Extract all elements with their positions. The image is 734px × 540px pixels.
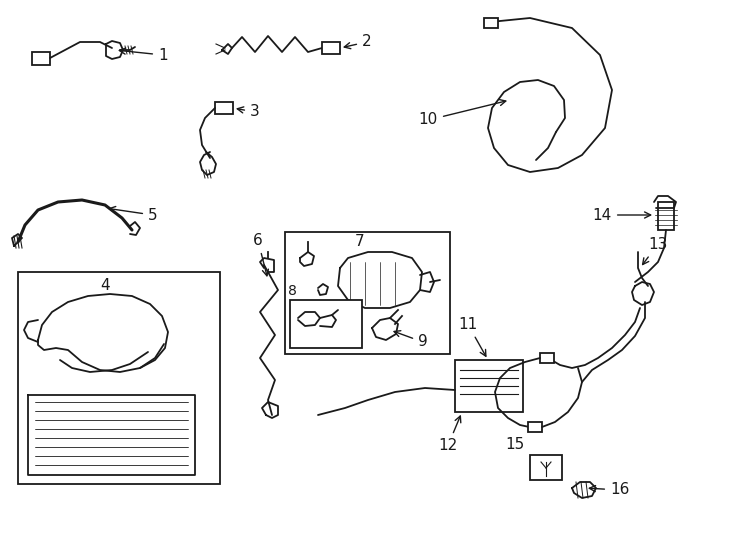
Bar — [215, 102, 233, 114]
Text: 2: 2 — [344, 35, 371, 50]
Bar — [530, 455, 562, 480]
Bar — [658, 202, 674, 230]
Text: 11: 11 — [458, 317, 486, 356]
Text: 3: 3 — [237, 105, 260, 119]
Text: 9: 9 — [394, 330, 428, 349]
Bar — [322, 42, 340, 54]
Bar — [484, 18, 498, 28]
Text: 12: 12 — [438, 416, 461, 453]
Text: 16: 16 — [589, 483, 629, 497]
Text: 14: 14 — [593, 207, 650, 222]
Circle shape — [66, 302, 78, 314]
Bar — [528, 422, 542, 432]
Text: 5: 5 — [109, 206, 158, 222]
Bar — [540, 353, 554, 363]
Text: 6: 6 — [253, 233, 269, 276]
Bar — [18, 272, 220, 484]
Bar — [455, 360, 523, 412]
Text: 8: 8 — [288, 284, 297, 298]
Text: 7: 7 — [355, 234, 365, 249]
Bar — [290, 300, 362, 348]
Bar — [285, 232, 450, 354]
Bar — [32, 52, 50, 65]
Text: 4: 4 — [100, 278, 110, 293]
Text: 15: 15 — [506, 437, 525, 452]
Text: 13: 13 — [642, 237, 667, 265]
Text: 10: 10 — [419, 99, 506, 127]
Text: 1: 1 — [120, 48, 167, 63]
